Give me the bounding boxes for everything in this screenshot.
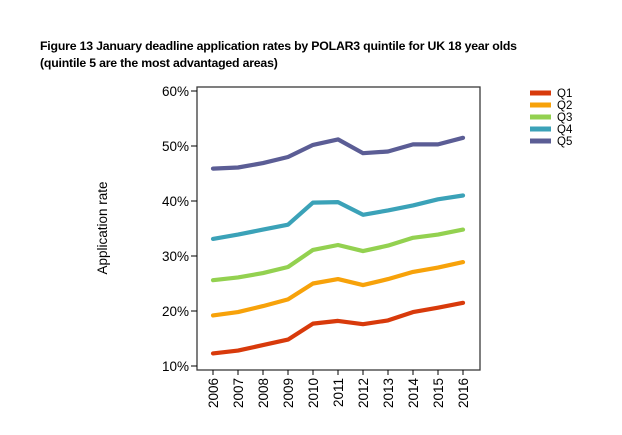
legend-item-q1: Q1 [530,88,572,100]
x-tick-label: 2009 [281,378,296,408]
x-tick-label: 2012 [356,378,371,408]
x-tick-label: 2014 [406,378,421,409]
series-line-q3 [210,227,466,283]
y-tick-label: 20% [162,304,189,319]
legend-item-q4: Q4 [530,124,573,136]
legend-label: Q2 [557,100,572,112]
x-tick-label: 2006 [206,378,221,408]
series-line-q1 [210,300,466,356]
chart-title-line: Figure 13 January deadline application r… [40,39,517,53]
legend-swatch [530,114,551,120]
legend-label: Q1 [557,88,572,100]
y-axis-label: Application rate [95,181,110,274]
plot-border [196,86,481,371]
x-tick-label: 2011 [331,378,346,407]
legend-item-q3: Q3 [530,112,572,124]
x-tick-label: 2008 [256,378,271,408]
series-line-q4 [210,193,466,241]
legend-swatch [530,90,551,96]
legend-item-q5: Q5 [530,136,572,148]
legend-swatch [530,138,551,144]
series-line-q2 [210,260,466,318]
legend-swatch [530,126,551,132]
y-tick-label: 10% [162,359,189,374]
x-tick-label: 2010 [306,378,321,408]
legend-swatch [530,102,551,108]
x-tick-label: 2007 [231,378,246,408]
series-line-q5 [210,135,466,171]
y-axis: 10% 20% 30% 40% 50% 60% [162,84,197,374]
legend-item-q2: Q2 [530,100,572,112]
y-tick-label: 50% [162,139,189,154]
y-tick-label: 40% [162,194,189,209]
legend-label: Q5 [557,136,572,148]
chart-subtitle: (quintile 5 are the most advantaged area… [40,56,278,70]
series-lines [210,135,466,356]
plot-frame [196,86,481,371]
x-tick-label: 2016 [456,378,471,408]
legend-label: Q4 [557,124,573,136]
x-axis: 2006 2007 2008 2009 2010 2011 2012 2013 2014 2015… [206,370,471,408]
x-tick-label: 2015 [431,378,446,408]
chart-title: Figure 13 January deadline application r… [40,38,517,72]
y-tick-label: 30% [162,249,189,264]
y-tick-label: 60% [162,84,189,99]
legend-label: Q3 [557,112,572,124]
x-tick-label: 2013 [381,378,396,408]
